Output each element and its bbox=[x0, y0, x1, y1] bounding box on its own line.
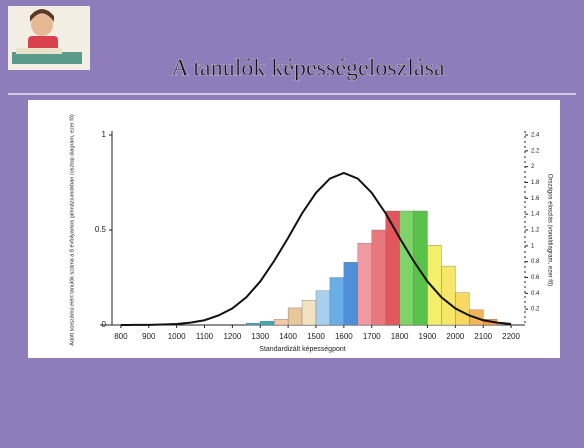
bar bbox=[441, 265, 456, 326]
x-tick-label: 1600 bbox=[335, 332, 353, 341]
bar bbox=[399, 210, 414, 326]
x-tick-label: 2200 bbox=[502, 332, 520, 341]
x-tick-label: 1200 bbox=[223, 332, 241, 341]
x-tick-label: 1300 bbox=[251, 332, 269, 341]
bar bbox=[260, 321, 275, 326]
x-tick-label: 1400 bbox=[279, 332, 297, 341]
y2-tick-label: 0.6 bbox=[531, 275, 540, 281]
y2-tick-label: 1.4 bbox=[531, 212, 540, 218]
y2-tick-label: 0.8 bbox=[531, 259, 540, 265]
bar bbox=[287, 307, 303, 326]
y-tick-label: 0 bbox=[102, 320, 107, 329]
bar bbox=[413, 210, 428, 326]
y-tick-label: 1 bbox=[102, 130, 107, 139]
distribution-curve bbox=[120, 171, 512, 326]
bar bbox=[371, 229, 386, 326]
bar bbox=[315, 290, 331, 326]
y2-tick-label: 1.2 bbox=[531, 228, 540, 234]
x-axis-title: Standardizált képességpont bbox=[259, 346, 345, 353]
x-tick-label: 1800 bbox=[391, 332, 409, 341]
chart: 800 900 1000 1100 1200 1300 1400 1500 1600 1700 18… bbox=[69, 114, 552, 353]
y2-tick-label: 0.4 bbox=[531, 291, 540, 297]
y2-tick-label: 1 bbox=[531, 243, 535, 249]
bar bbox=[357, 243, 372, 326]
bar bbox=[273, 319, 289, 326]
bar bbox=[343, 262, 358, 326]
y-axis-title: Adott sorszámú elért tanulók száma a 8 é… bbox=[69, 114, 75, 346]
bar bbox=[301, 300, 317, 326]
y2-tick-label: 1.6 bbox=[531, 196, 540, 202]
illustration bbox=[8, 6, 90, 70]
y2-tick-label: 2.2 bbox=[531, 148, 540, 154]
x-tick-label: 1500 bbox=[307, 332, 325, 341]
x-tick-label: 2000 bbox=[446, 332, 464, 341]
bar bbox=[329, 277, 345, 326]
x-tick-label: 900 bbox=[142, 332, 156, 341]
slide-title: A tanulók képességeloszlása bbox=[171, 56, 445, 82]
x-tick-label: 1700 bbox=[363, 332, 381, 341]
x-tick-label: 800 bbox=[114, 332, 128, 341]
bar bbox=[385, 210, 400, 326]
y2-tick-label: 2 bbox=[531, 164, 535, 170]
y2-tick-label: 1.8 bbox=[531, 180, 540, 186]
y-tick-label: 0.5 bbox=[95, 225, 107, 234]
x-tick-label: 1100 bbox=[196, 332, 214, 341]
x-tick-label: 1900 bbox=[419, 332, 437, 341]
y2-tick-label: 2.4 bbox=[531, 133, 540, 139]
y2-tick-label: 0.2 bbox=[531, 307, 540, 313]
y2-axis-title: Országos eloszlás (vonaldiagram, ezer fő… bbox=[546, 174, 552, 286]
x-tick-label: 2100 bbox=[474, 332, 492, 341]
bar bbox=[246, 322, 261, 326]
x-tick-label: 1000 bbox=[168, 332, 186, 341]
